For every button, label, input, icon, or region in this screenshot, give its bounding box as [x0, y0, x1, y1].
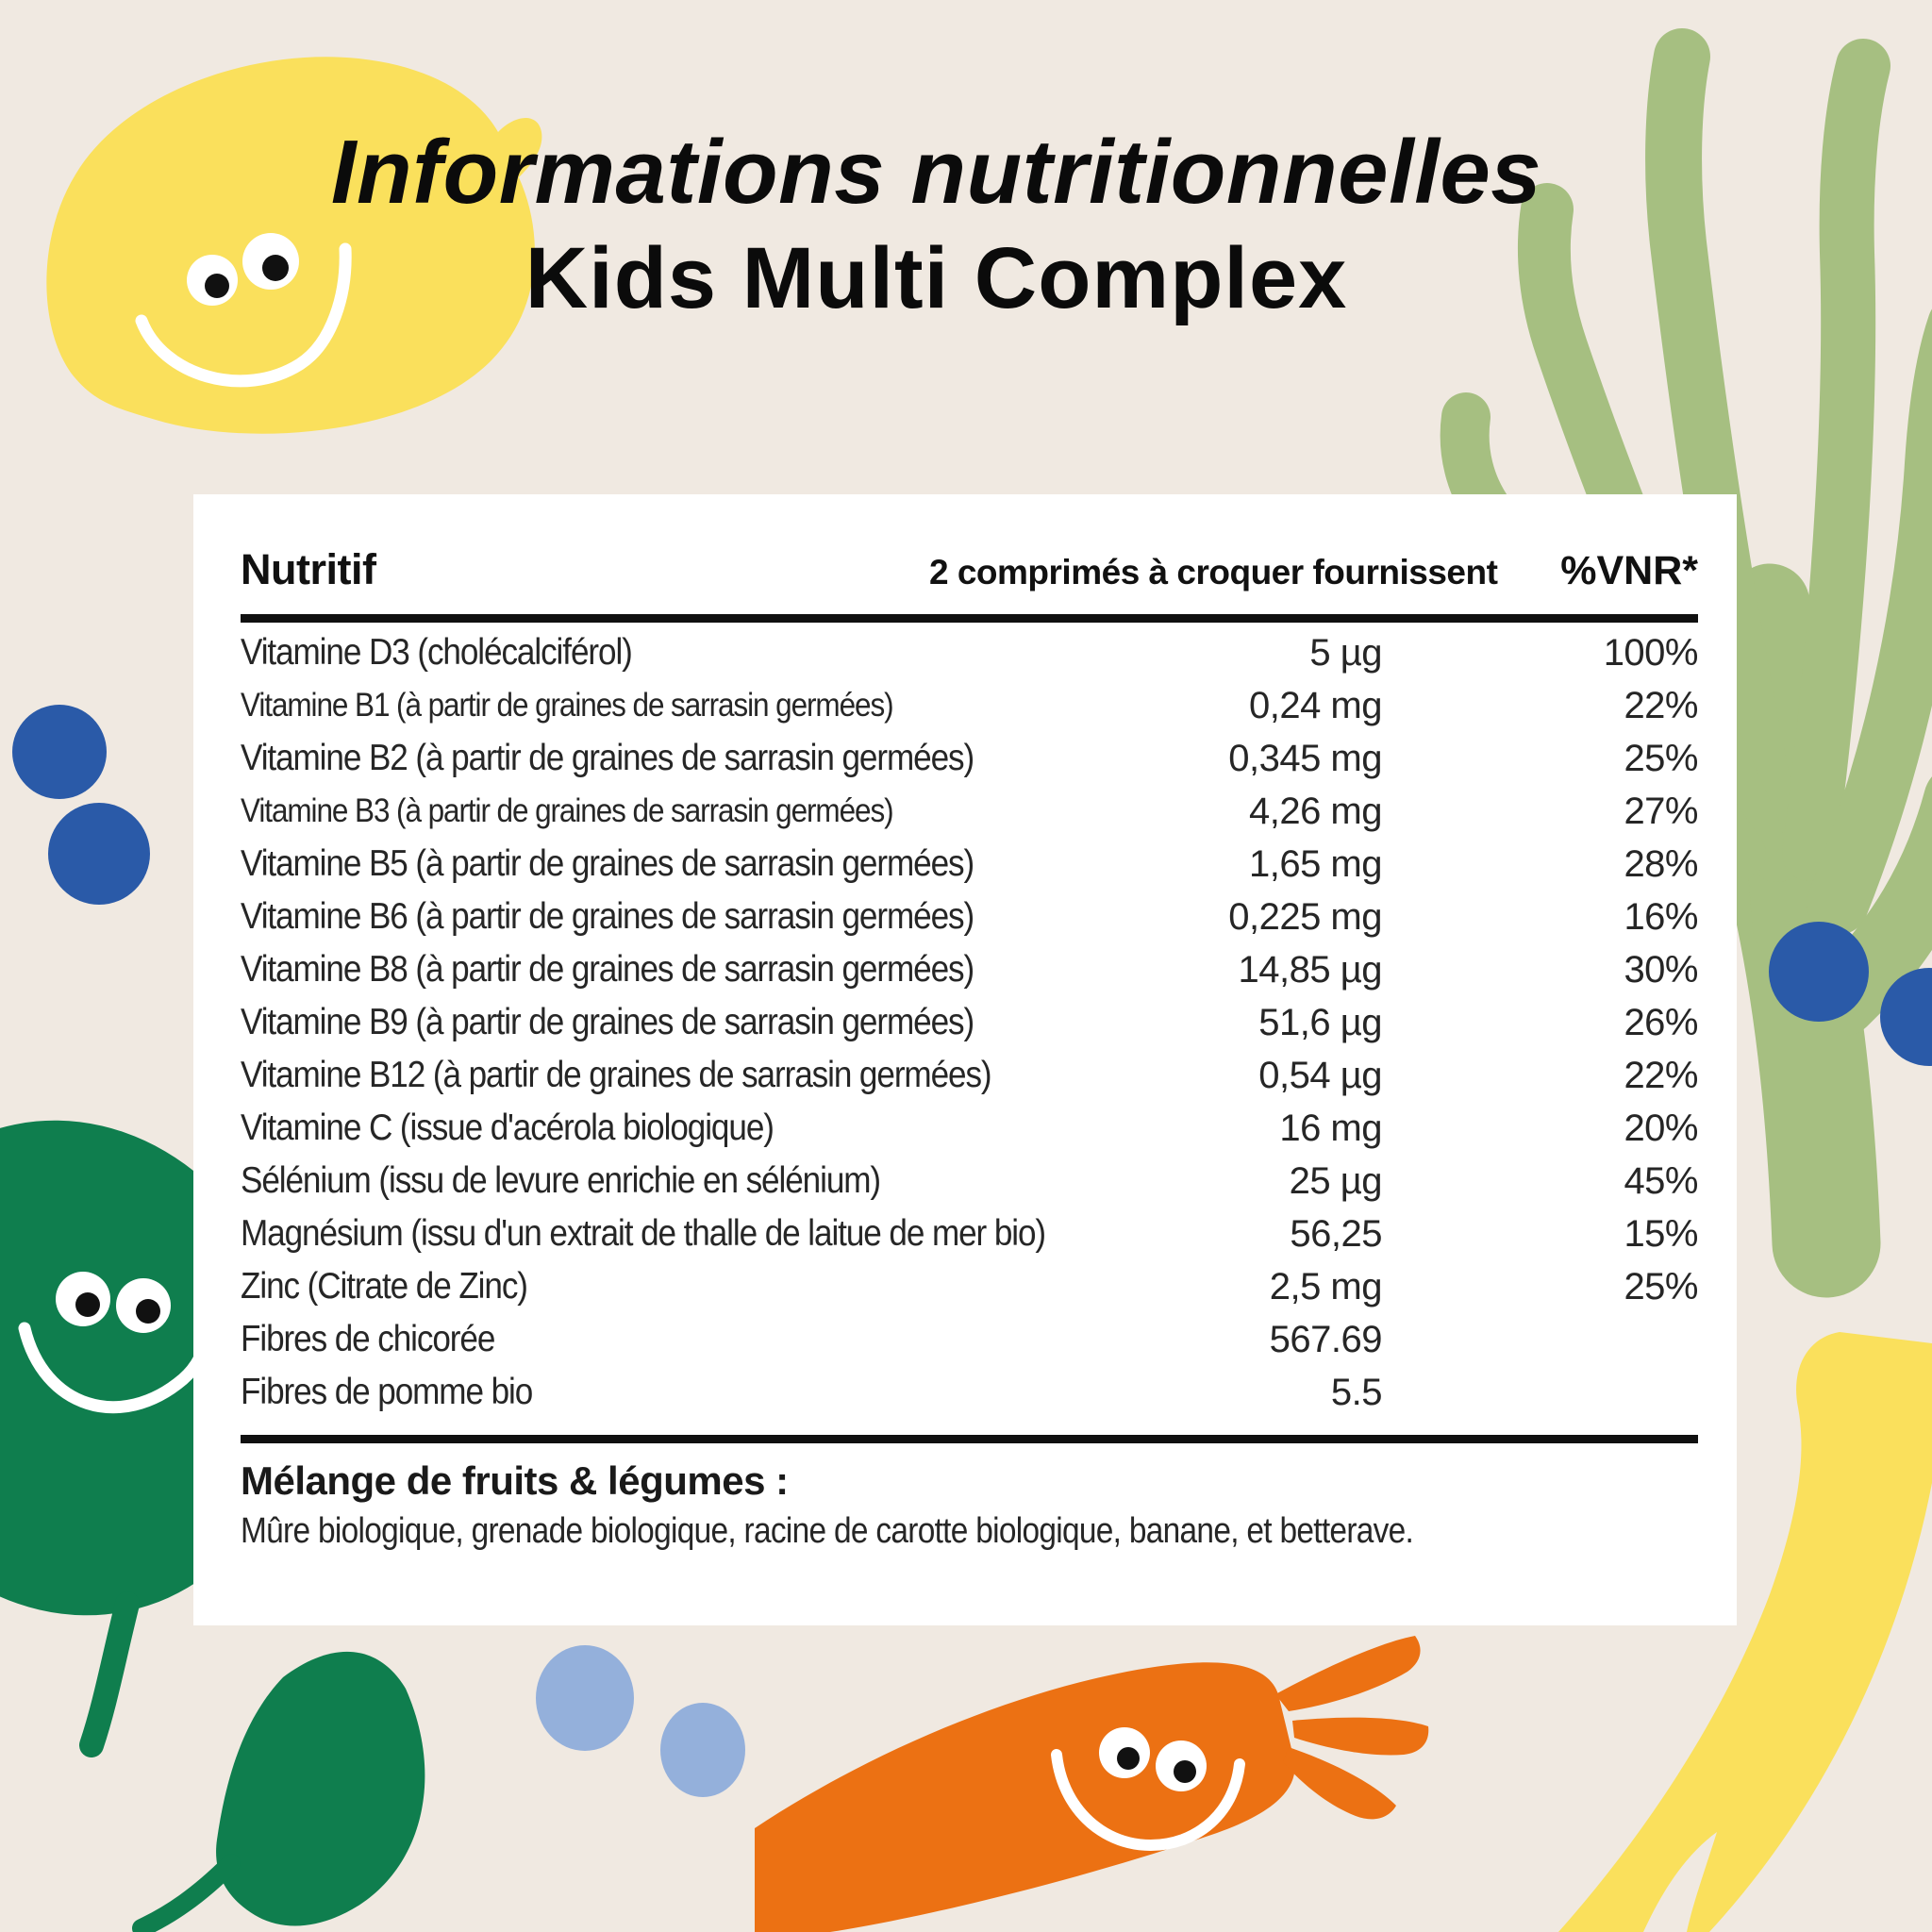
cell-nutrient: Vitamine B3 (à partir de graines de sarr…: [241, 792, 894, 829]
table-row: Sélénium (issu de levure enrichie en sél…: [241, 1155, 1699, 1208]
cell-vnr: 25%: [1624, 1265, 1698, 1307]
cell-vnr: 30%: [1624, 948, 1698, 991]
cell-nutrient: Zinc (Citrate de Zinc): [241, 1266, 528, 1307]
cell-nutrient: Fibres de pomme bio: [241, 1372, 533, 1412]
lemon-icon: [46, 57, 542, 434]
footnote-heading: Mélange de fruits & légumes :: [241, 1458, 789, 1503]
cell-nutrient: Magnésium (issu d'un extrait de thalle d…: [241, 1213, 1046, 1254]
cell-amount: 56,25: [1290, 1212, 1382, 1255]
table-row: Fibres de chicorée 567.69: [241, 1313, 1698, 1366]
cell-amount: 5 µg: [1309, 631, 1382, 674]
table-row: Vitamine B12 (à partir de graines de sar…: [241, 1049, 1699, 1102]
cell-nutrient: Sélénium (issu de levure enrichie en sél…: [241, 1160, 881, 1201]
header-nutrient: Nutritif: [241, 545, 376, 593]
cell-vnr: 15%: [1624, 1212, 1698, 1255]
header-amount: 2 comprimés à croquer fournissent: [929, 553, 1498, 591]
cell-nutrient: Vitamine B12 (à partir de graines de sar…: [241, 1055, 992, 1095]
table-row: Vitamine B1 (à partir de graines de sarr…: [241, 679, 1699, 732]
cell-amount: 51,6 µg: [1258, 1001, 1382, 1043]
cell-nutrient: Vitamine B2 (à partir de graines de sarr…: [241, 738, 974, 778]
title-line1: Informations nutritionnelles: [330, 122, 1542, 223]
cell-amount: 14,85 µg: [1238, 948, 1382, 991]
table-header: Nutritif 2 comprimés à croquer fournisse…: [241, 545, 1698, 594]
table-row: Vitamine B5 (à partir de graines de sarr…: [241, 838, 1699, 891]
banana-icon: [1558, 1332, 1932, 1932]
table-row: Vitamine B8 (à partir de graines de sarr…: [241, 943, 1699, 996]
cell-amount: 25 µg: [1289, 1159, 1383, 1202]
table-row: Zinc (Citrate de Zinc) 2,5 mg 25%: [241, 1260, 1699, 1313]
cell-nutrient: Vitamine B1 (à partir de graines de sarr…: [241, 687, 894, 724]
cell-vnr: 20%: [1624, 1107, 1698, 1149]
spinach-leaf-smiling-icon: [0, 1120, 296, 1757]
title-line2: Kids Multi Complex: [525, 230, 1348, 326]
cell-vnr: 22%: [1624, 684, 1698, 726]
carrot-leaves-icon: [1275, 1636, 1429, 1820]
cell-amount: 2,5 mg: [1269, 1265, 1383, 1307]
carrot-body: [755, 1662, 1295, 1932]
cell-vnr: 45%: [1624, 1159, 1698, 1202]
cell-vnr: 16%: [1624, 895, 1698, 938]
cell-vnr: 25%: [1624, 737, 1698, 779]
table-row: Vitamine B6 (à partir de graines de sarr…: [241, 891, 1699, 943]
cell-nutrient: Vitamine D3 (cholécalciférol): [241, 632, 633, 673]
table-row: Vitamine B9 (à partir de graines de sarr…: [241, 996, 1699, 1049]
lemon-face-icon: [135, 233, 352, 388]
cell-vnr: 27%: [1624, 790, 1698, 832]
nutrition-rows: Vitamine D3 (cholécalciférol) 5 µg 100% Vit…: [241, 626, 1699, 1419]
table-row: Fibres de pomme bio 5.5: [241, 1366, 1698, 1419]
cell-vnr: 100%: [1603, 631, 1699, 674]
nutrition-card: Nutritif 2 comprimés à croquer fournisse…: [193, 494, 1737, 1625]
cell-vnr: 28%: [1624, 842, 1698, 885]
cell-amount: 4,26 mg: [1248, 790, 1383, 832]
cell-amount: 567.69: [1269, 1318, 1383, 1360]
table-row: Magnésium (issu d'un extrait de thalle d…: [241, 1208, 1699, 1260]
blueberries-dark-right-icon: [1769, 922, 1932, 1066]
table-row: Vitamine B2 (à partir de graines de sarr…: [241, 732, 1699, 785]
cell-amount: 5.5: [1330, 1371, 1383, 1413]
page-title: Informations nutritionnelles Kids Multi …: [0, 119, 1873, 330]
header-vnr: %VNR*: [1560, 548, 1698, 593]
cell-vnr: 26%: [1624, 1001, 1698, 1043]
blueberries-light-icon: [536, 1645, 745, 1797]
cell-nutrient: Fibres de chicorée: [241, 1319, 495, 1359]
cell-nutrient: Vitamine B8 (à partir de graines de sarr…: [241, 949, 974, 990]
cell-amount: 0,54 µg: [1258, 1054, 1382, 1096]
cell-amount: 0,345 mg: [1228, 737, 1382, 779]
cell-amount: 0,225 mg: [1228, 895, 1382, 938]
table-row: Vitamine C (issue d'acérola biologique) 1…: [241, 1102, 1699, 1155]
spinach-leaf-icon: [132, 1651, 425, 1932]
lemon-body: [46, 57, 542, 434]
nutrition-card-inner: Nutritif 2 comprimés à croquer fournisse…: [241, 494, 1699, 1625]
footnote-text: Mûre biologique, grenade biologique, rac…: [241, 1511, 1414, 1551]
cell-nutrient: Vitamine B9 (à partir de graines de sarr…: [241, 1002, 974, 1042]
cell-nutrient: Vitamine B5 (à partir de graines de sarr…: [241, 843, 974, 884]
cell-nutrient: Vitamine B6 (à partir de graines de sarr…: [241, 896, 974, 937]
header-rule: [241, 614, 1698, 623]
table-row: Vitamine D3 (cholécalciférol) 5 µg 100%: [241, 626, 1699, 679]
carrot-icon: [755, 1636, 1429, 1932]
cell-amount: 1,65 mg: [1248, 842, 1383, 885]
cell-amount: 16 mg: [1279, 1107, 1382, 1149]
blueberries-dark-left-icon: [12, 705, 150, 905]
table-row: Vitamine B3 (à partir de graines de sarr…: [241, 785, 1699, 838]
cell-nutrient: Vitamine C (issue d'acérola biologique): [241, 1108, 774, 1148]
cell-vnr: 22%: [1624, 1054, 1698, 1096]
carrot-face-icon: [1051, 1727, 1245, 1851]
cell-amount: 0,24 mg: [1248, 684, 1383, 726]
footer-rule: [241, 1435, 1698, 1443]
